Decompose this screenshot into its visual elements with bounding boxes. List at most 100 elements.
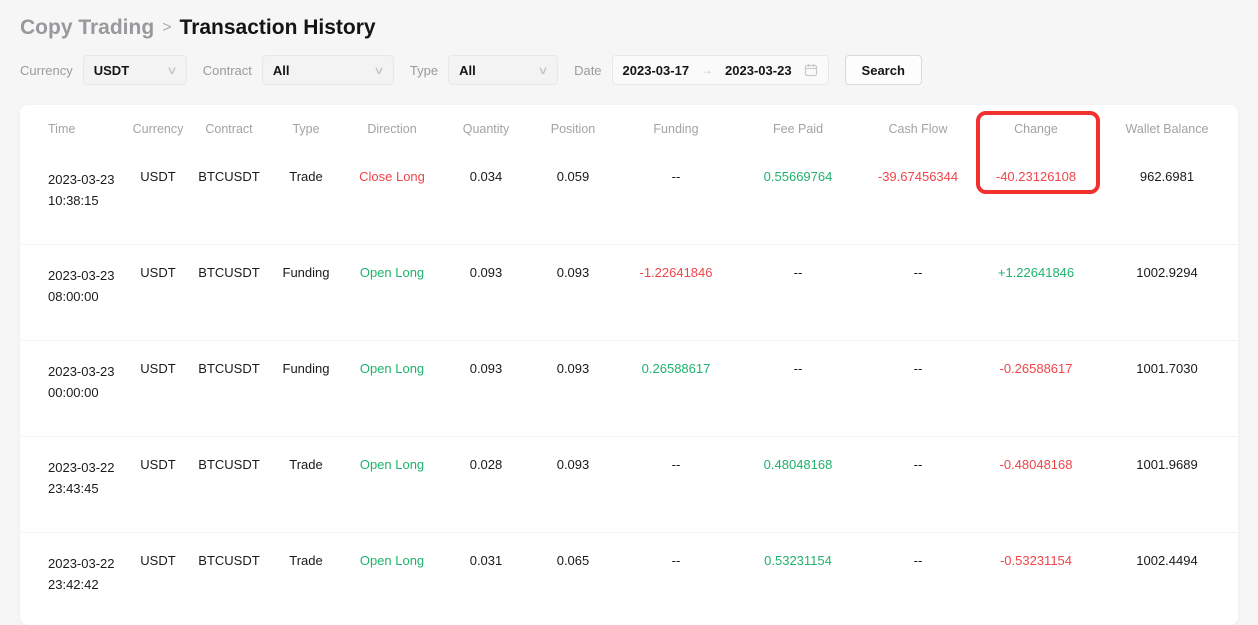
type-filter-label: Type (410, 63, 438, 78)
cell-currency: USDT (128, 149, 188, 244)
cell-cash-flow: -- (860, 244, 976, 340)
cell-position: 0.093 (530, 340, 616, 436)
cell-cash-flow: -- (860, 340, 976, 436)
cell-position: 0.093 (530, 436, 616, 532)
cell-change: -0.48048168 (976, 436, 1096, 532)
cell-contract: BTCUSDT (188, 244, 270, 340)
date-range-arrow-icon: → (701, 63, 713, 77)
cell-currency: USDT (128, 340, 188, 436)
column-header: Position (530, 105, 616, 149)
cell-funding: 0.26588617 (616, 340, 736, 436)
chevron-down-icon: ∨ (537, 64, 548, 77)
cell-fee-paid: 0.55669764 (736, 149, 860, 244)
currency-select[interactable]: USDT ∨ (83, 55, 187, 85)
transaction-table-card: TimeCurrencyContractTypeDirectionQuantit… (20, 105, 1238, 625)
currency-select-value: USDT (94, 63, 129, 78)
cell-type: Trade (270, 149, 342, 244)
cell-currency: USDT (128, 244, 188, 340)
cell-change: -40.23126108 (976, 149, 1096, 244)
cell-contract: BTCUSDT (188, 436, 270, 532)
cell-position: 0.059 (530, 149, 616, 244)
cell-type: Trade (270, 436, 342, 532)
column-header: Fee Paid (736, 105, 860, 149)
cell-quantity: 0.028 (442, 436, 530, 532)
breadcrumb: Copy Trading > Transaction History (0, 0, 1258, 40)
cell-type: Funding (270, 340, 342, 436)
cell-currency: USDT (128, 532, 188, 625)
column-header: Type (270, 105, 342, 149)
type-select[interactable]: All ∨ (448, 55, 558, 85)
column-header: Contract (188, 105, 270, 149)
breadcrumb-separator-icon: > (162, 19, 171, 37)
breadcrumb-parent[interactable]: Copy Trading (20, 16, 154, 40)
date-range-picker[interactable]: 2023-03-17 → 2023-03-23 (612, 55, 829, 85)
page-title: Transaction History (180, 16, 376, 40)
cell-wallet-balance: 962.6981 (1096, 149, 1238, 244)
table-row: 2023-03-22 23:43:45 USDT BTCUSDT Trade O… (20, 436, 1238, 532)
cell-quantity: 0.031 (442, 532, 530, 625)
cell-direction: Open Long (342, 436, 442, 532)
date-from-value[interactable]: 2023-03-17 (623, 63, 690, 78)
cell-cash-flow: -- (860, 532, 976, 625)
contract-select-value: All (273, 63, 290, 78)
cell-fee-paid: -- (736, 244, 860, 340)
currency-filter-label: Currency (20, 63, 73, 78)
cell-funding: -- (616, 149, 736, 244)
cell-direction: Open Long (342, 244, 442, 340)
cell-time: 2023-03-23 10:38:15 (20, 149, 128, 244)
type-select-value: All (459, 63, 476, 78)
cell-time: 2023-03-22 23:43:45 (20, 436, 128, 532)
cell-funding: -- (616, 532, 736, 625)
search-button[interactable]: Search (845, 55, 922, 85)
calendar-icon[interactable] (804, 63, 818, 77)
date-to-value[interactable]: 2023-03-23 (725, 63, 792, 78)
column-header: Quantity (442, 105, 530, 149)
table-row: 2023-03-23 08:00:00 USDT BTCUSDT Funding… (20, 244, 1238, 340)
table-row: 2023-03-23 00:00:00 USDT BTCUSDT Funding… (20, 340, 1238, 436)
cell-funding: -- (616, 436, 736, 532)
cell-time: 2023-03-23 08:00:00 (20, 244, 128, 340)
cell-time: 2023-03-22 23:42:42 (20, 532, 128, 625)
cell-funding: -1.22641846 (616, 244, 736, 340)
cell-position: 0.093 (530, 244, 616, 340)
column-header: Time (20, 105, 128, 149)
cell-cash-flow: -- (860, 436, 976, 532)
column-header: Direction (342, 105, 442, 149)
cell-direction: Close Long (342, 149, 442, 244)
table-row: 2023-03-23 10:38:15 USDT BTCUSDT Trade C… (20, 149, 1238, 244)
cell-wallet-balance: 1001.7030 (1096, 340, 1238, 436)
cell-quantity: 0.034 (442, 149, 530, 244)
table-header-row: TimeCurrencyContractTypeDirectionQuantit… (20, 105, 1238, 149)
cell-type: Funding (270, 244, 342, 340)
chevron-down-icon: ∨ (373, 64, 384, 77)
cell-change: -0.26588617 (976, 340, 1096, 436)
cell-direction: Open Long (342, 532, 442, 625)
table-body: 2023-03-23 10:38:15 USDT BTCUSDT Trade C… (20, 149, 1238, 625)
column-header: Currency (128, 105, 188, 149)
column-header: Change (976, 105, 1096, 149)
cell-quantity: 0.093 (442, 340, 530, 436)
cell-type: Trade (270, 532, 342, 625)
column-header: Funding (616, 105, 736, 149)
cell-wallet-balance: 1002.4494 (1096, 532, 1238, 625)
cell-quantity: 0.093 (442, 244, 530, 340)
cell-position: 0.065 (530, 532, 616, 625)
cell-currency: USDT (128, 436, 188, 532)
cell-wallet-balance: 1001.9689 (1096, 436, 1238, 532)
cell-direction: Open Long (342, 340, 442, 436)
cell-change: -0.53231154 (976, 532, 1096, 625)
contract-filter-label: Contract (203, 63, 252, 78)
chevron-down-icon: ∨ (166, 64, 177, 77)
date-filter-label: Date (574, 63, 601, 78)
cell-fee-paid: -- (736, 340, 860, 436)
column-header: Wallet Balance (1096, 105, 1238, 149)
transaction-table: TimeCurrencyContractTypeDirectionQuantit… (20, 105, 1238, 625)
cell-cash-flow: -39.67456344 (860, 149, 976, 244)
cell-contract: BTCUSDT (188, 149, 270, 244)
cell-fee-paid: 0.53231154 (736, 532, 860, 625)
filter-bar: Currency USDT ∨ Contract All ∨ Type All … (20, 55, 1258, 85)
cell-contract: BTCUSDT (188, 340, 270, 436)
cell-wallet-balance: 1002.9294 (1096, 244, 1238, 340)
contract-select[interactable]: All ∨ (262, 55, 394, 85)
table-row: 2023-03-22 23:42:42 USDT BTCUSDT Trade O… (20, 532, 1238, 625)
